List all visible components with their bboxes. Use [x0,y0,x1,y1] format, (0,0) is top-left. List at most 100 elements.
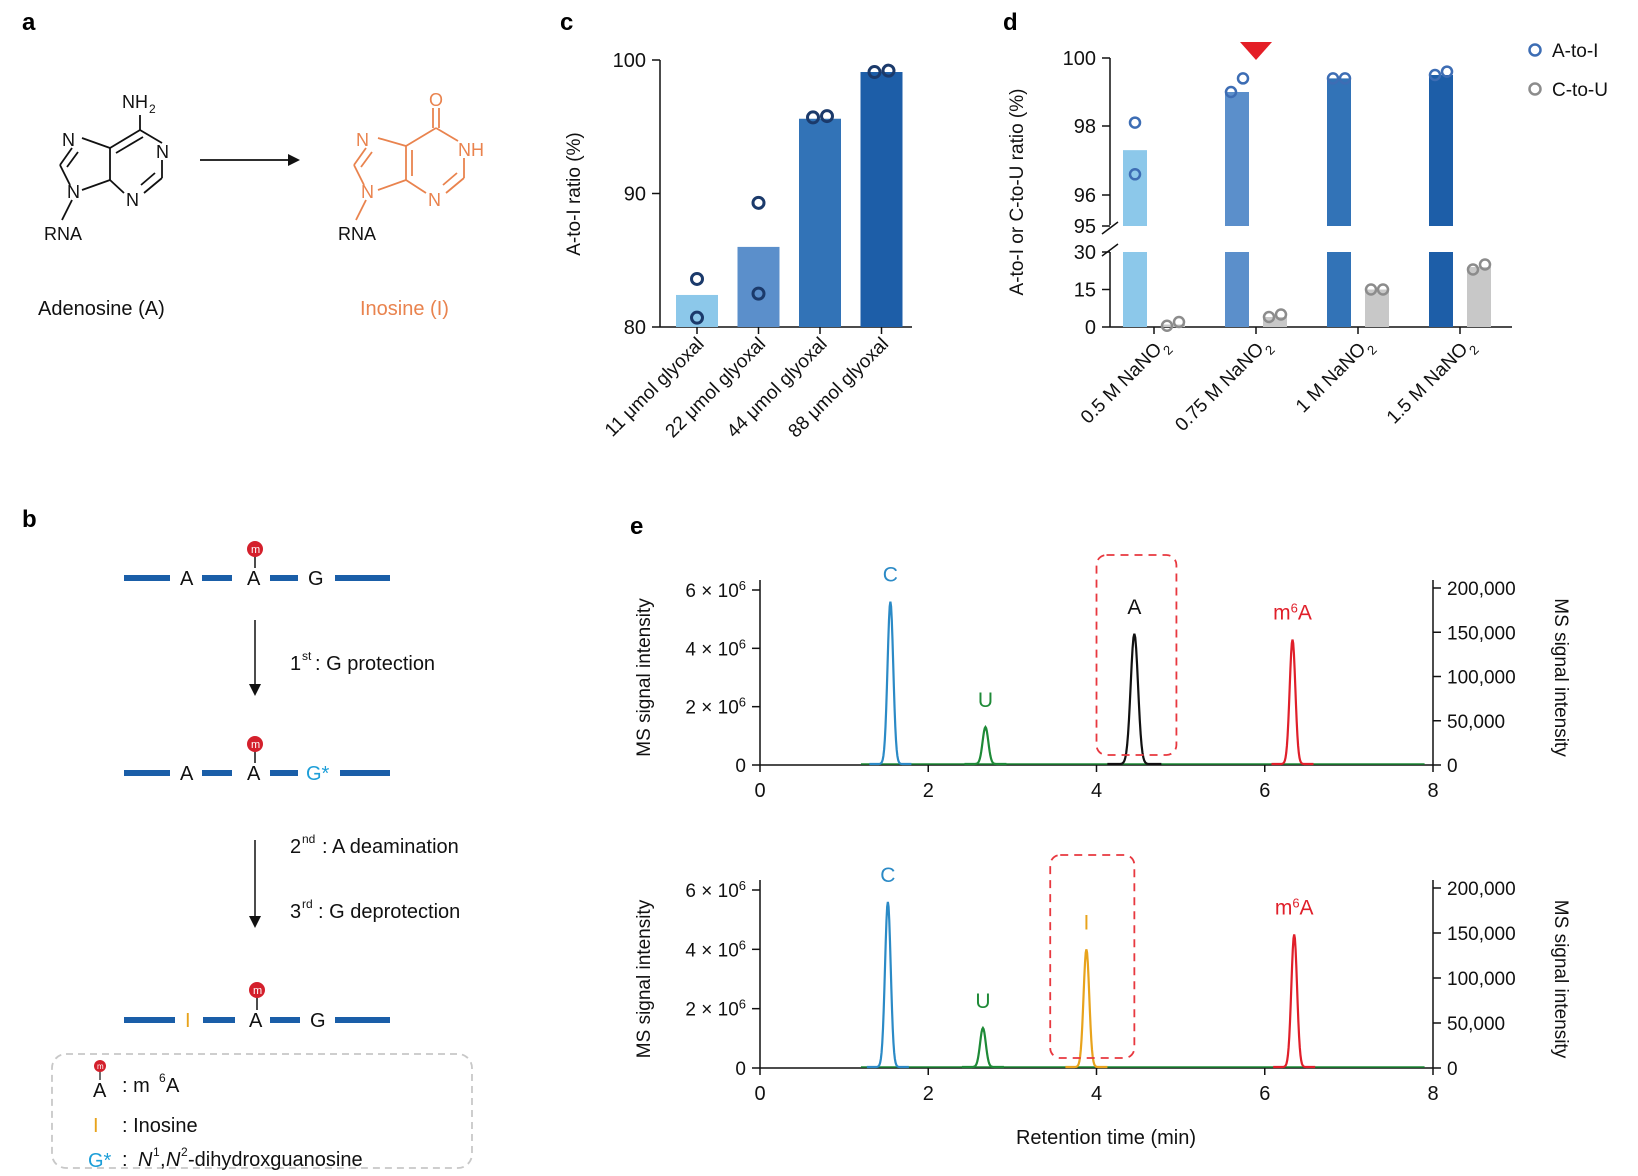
chart-d-point-a-to-i [1428,68,1442,82]
svg-text:-dihydroxguanosine: -dihydroxguanosine [188,1149,363,1171]
step-2-label: 2 nd : A deamination [290,832,459,858]
svg-text:2: 2 [290,836,301,858]
step-3-label: 3 rd : G deprotection [290,897,460,923]
chrom-xtick-label: 2 [923,1083,934,1105]
chart-c-ytick-label: 100 [613,50,646,72]
chart-c-point [881,63,896,78]
chrom-ylabel-left: MS signal intensity [634,598,655,757]
chart-d-point-c-to-u [1274,308,1288,321]
chrom-ytick-right-label: 0 [1447,1059,1458,1080]
chrom-peak-trace [1273,934,1316,1069]
chart-e-top: 0 2 × 106 4 × 106 6 × 106 0 50,000 100,000 150,… [634,554,1571,802]
chart-d-point-a-to-i [1128,168,1142,181]
chart-c-point [820,109,834,124]
methyl-badge [247,736,263,752]
chrom-peak-label: m6A [1275,895,1314,920]
chrom-ytick-right-label: 200,000 [1447,579,1516,600]
chart-d-ytick-label: 15 [1074,280,1096,302]
chart-c-point [751,195,766,210]
panel-b-label: b [22,506,37,533]
chart-c-ylabel: A-to-I ratio (%) [564,132,585,256]
chrom-peak-label: U [978,689,993,712]
chart-d-point-c-to-u [1172,315,1186,329]
svg-text:RNA: RNA [338,224,376,244]
chart-d-point-c-to-u [1466,263,1480,276]
legend-marker-a-to-i [1528,43,1542,57]
svg-text:N: N [67,182,80,202]
svg-text::: : [122,1149,128,1171]
chart-d-point-c-to-u [1376,283,1390,296]
svg-text:A: A [93,1080,107,1102]
chrom-ytick-right-label: 0 [1447,756,1458,777]
svg-text:: A deamination: : A deamination [322,836,459,858]
chrom-peak-label: A [1127,596,1141,619]
svg-text:N: N [138,1149,153,1171]
svg-text:A: A [166,1075,180,1097]
chart-e-bottom: 0 2 × 106 4 × 106 6 × 106 0 50,000 100,000 150,… [634,854,1571,1105]
chart-c-ytick-label: 90 [624,184,646,206]
svg-text:N: N [356,130,369,150]
svg-text:m: m [251,544,260,556]
chrom-xtick-label: 6 [1259,780,1270,802]
chrom-ytick-right-label: 50,000 [1447,712,1505,733]
svg-text:m: m [251,739,260,751]
chart-d-ytick-label: 0 [1085,317,1096,339]
chrom-ylabel-right: MS signal intensity [1550,900,1571,1059]
chart-c-bar [799,118,841,328]
svg-text:A: A [180,568,194,590]
chrom-ytick-left-label: 2 × 106 [685,996,746,1021]
chrom-ytick-right-label: 50,000 [1447,1014,1505,1035]
chrom-peak-trace [964,725,1007,766]
svg-text:: m: : m [122,1075,150,1097]
chrom-peak-label: U [975,990,990,1013]
chart-d-bar-a-to-i [1123,252,1147,327]
chart-d-ylabel: A-to-I or C-to-U ratio (%) [1007,89,1028,296]
chrom-ytick-left-label: 2 × 106 [685,694,746,719]
chrom-ytick-right-label: 100,000 [1447,969,1516,990]
chart-d-point-a-to-i [1224,85,1238,99]
chart-c-point [806,110,820,125]
step-arrow-1 [249,620,261,696]
chart-d-point-a-to-i [1338,72,1352,85]
chrom-ytick-right-label: 200,000 [1447,879,1516,900]
adenosine-structure [59,115,163,221]
svg-text:N: N [166,1149,181,1171]
chart-d-bar-a-to-i [1327,252,1351,327]
chrom-peak-label: I [1083,911,1089,934]
svg-text:G: G [308,568,324,590]
chrom-ytick-right-label: 150,000 [1447,623,1516,644]
chart-c-ytick-label: 80 [624,317,646,339]
chart-c-point [867,65,882,80]
chart-d-xtick-label: 1.5 M NaNO2 [1383,334,1482,433]
chrom-ytick-right-label: 100,000 [1447,668,1516,689]
svg-text:A: A [180,763,194,785]
methyl-badge [249,982,265,998]
strand-row-3: m I A G [124,982,390,1032]
chart-d-ytick-label: 95 [1074,216,1096,238]
chrom-ylabel-right: MS signal intensity [1550,598,1571,757]
inosine-atoms: O N NH N N RNA [338,90,484,244]
chart-d-bar-a-to-i [1327,78,1351,227]
chart-d-point-a-to-i [1440,65,1454,78]
svg-text:: G protection: : G protection [315,653,435,675]
svg-text:G*: G* [306,763,330,785]
chart-d-bar-a-to-i [1429,75,1453,226]
svg-text:1: 1 [153,1145,160,1159]
svg-text:I: I [93,1115,99,1137]
chrom-ylabel-left: MS signal intensity [634,899,655,1058]
svg-text:A: A [247,763,261,785]
chart-d-bar-a-to-i [1429,252,1453,327]
step-1-label: 1 st : G protection [290,649,435,675]
reaction-arrow [200,154,300,166]
chrom-xtick-label: 8 [1427,780,1438,802]
svg-text:N: N [428,190,441,210]
chart-d-ytick-label: 98 [1074,116,1096,138]
chrom-ytick-right-label: 150,000 [1447,924,1516,945]
chart-c-bar [860,72,903,327]
chart-d-point-a-to-i [1236,72,1250,85]
svg-text:N: N [361,182,374,202]
chrom-ytick-left-label: 4 × 106 [685,937,746,962]
svg-text:G: G [310,1010,326,1032]
svg-text:nd: nd [302,832,315,846]
chart-d-bar-a-to-i [1123,150,1147,226]
